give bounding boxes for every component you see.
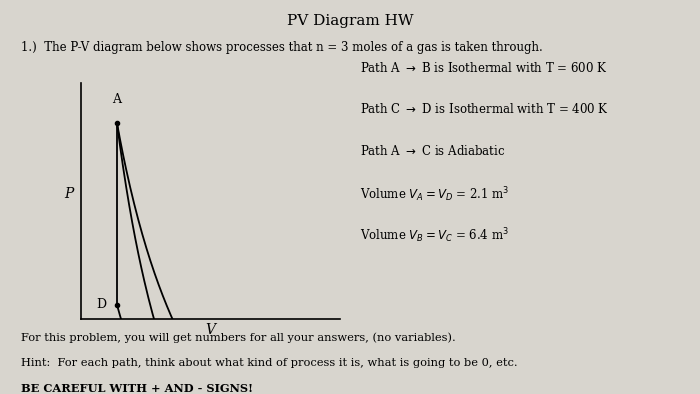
- Text: PV Diagram HW: PV Diagram HW: [287, 14, 413, 28]
- Text: D: D: [97, 298, 107, 311]
- Text: Path C $\rightarrow$ D is Isothermal with T = 400 K: Path C $\rightarrow$ D is Isothermal wit…: [360, 102, 610, 117]
- X-axis label: V: V: [205, 323, 215, 337]
- Y-axis label: P: P: [64, 187, 74, 201]
- Text: For this problem, you will get numbers for all your answers, (no variables).: For this problem, you will get numbers f…: [21, 333, 456, 344]
- Text: Volume $V_A = V_D$ = 2.1 m$^3$: Volume $V_A = V_D$ = 2.1 m$^3$: [360, 185, 510, 204]
- Text: Path A $\rightarrow$ B is Isothermal with T = 600 K: Path A $\rightarrow$ B is Isothermal wit…: [360, 61, 608, 75]
- Text: Volume $V_B = V_C$ = 6.4 m$^3$: Volume $V_B = V_C$ = 6.4 m$^3$: [360, 227, 510, 245]
- Text: Hint:  For each path, think about what kind of process it is, what is going to b: Hint: For each path, think about what ki…: [21, 358, 517, 368]
- Text: BE CAREFUL WITH + AND - SIGNS!: BE CAREFUL WITH + AND - SIGNS!: [21, 383, 253, 394]
- Text: A: A: [113, 93, 121, 106]
- Text: Path A $\rightarrow$ C is Adiabatic: Path A $\rightarrow$ C is Adiabatic: [360, 144, 506, 158]
- Text: 1.)  The P-V diagram below shows processes that n = 3 moles of a gas is taken th: 1.) The P-V diagram below shows processe…: [21, 41, 542, 54]
